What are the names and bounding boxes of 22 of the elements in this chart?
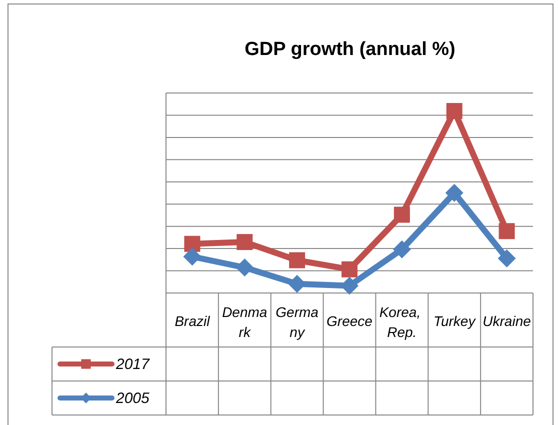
point: [342, 261, 358, 278]
x-tick-label: Turkey: [433, 313, 476, 329]
point: [236, 258, 254, 277]
x-tick-label: Brazil: [174, 313, 211, 329]
x-tick-label: Greece: [326, 313, 373, 329]
point: [498, 223, 515, 240]
legend-label: 2017: [115, 356, 150, 373]
point: [498, 249, 516, 268]
point: [446, 103, 462, 119]
x-tick-label: Germany: [276, 304, 319, 340]
chart-title: GDP growth (annual %): [244, 39, 456, 60]
x-tick-label: Ukraine: [482, 313, 532, 329]
point: [184, 236, 200, 252]
point: [236, 234, 253, 250]
point: [394, 206, 410, 223]
x-tick-label: Denmark: [222, 304, 268, 340]
x-tick-label: Korea, Rep.: [379, 304, 424, 340]
point: [183, 248, 202, 266]
point: [445, 184, 464, 202]
point: [392, 240, 411, 258]
point: [289, 252, 306, 268]
legend-label: 2005: [115, 390, 150, 407]
